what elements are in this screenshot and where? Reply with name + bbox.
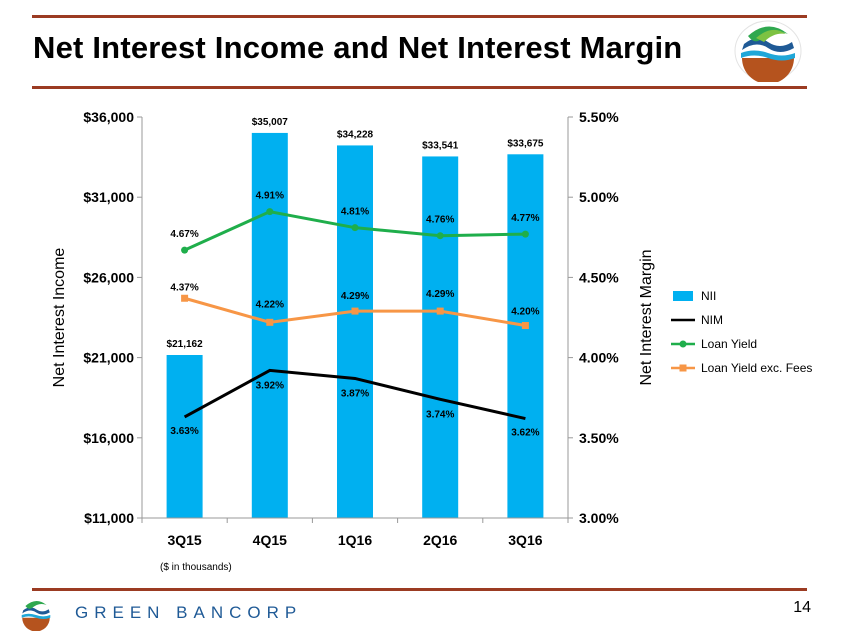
loan-yield-exc-fees-data-label: 4.20% bbox=[511, 307, 539, 318]
nii-data-label: $34,228 bbox=[337, 129, 374, 140]
y-left-axis-title: Net Interest Income bbox=[51, 248, 68, 388]
x-tick-label: 2Q16 bbox=[423, 532, 457, 548]
y-right-tick-label: 5.50% bbox=[579, 109, 619, 125]
loan-yield-point bbox=[436, 232, 444, 240]
green-bancorp-footer-logo-icon bbox=[21, 601, 51, 631]
loan-yield-exc-fees-point bbox=[521, 322, 529, 330]
nii-data-label: $21,162 bbox=[167, 339, 204, 350]
nim-data-label: 3.62% bbox=[511, 428, 539, 439]
loan-yield-point bbox=[266, 208, 274, 216]
legend-marker bbox=[679, 340, 687, 348]
y-right-tick-label: 5.00% bbox=[579, 189, 619, 205]
loan-yield-exc-fees-point bbox=[436, 307, 444, 315]
loan-yield-exc-fees-point bbox=[266, 318, 274, 326]
top-rule bbox=[32, 15, 807, 18]
y-right-axis-title: Net Interest Margin bbox=[638, 249, 655, 385]
loan-yield-point bbox=[351, 224, 359, 232]
loan-yield-data-label: 4.77% bbox=[511, 213, 539, 224]
bottom-rule bbox=[32, 588, 807, 591]
y-right-tick-label: 3.50% bbox=[579, 430, 619, 446]
y-left-tick-label: $31,000 bbox=[83, 189, 134, 205]
x-tick-label: 1Q16 bbox=[338, 532, 372, 548]
y-left-tick-label: $16,000 bbox=[83, 430, 134, 446]
y-right-tick-label: 4.50% bbox=[579, 269, 619, 285]
x-tick-label: 3Q16 bbox=[508, 532, 542, 548]
y-right-tick-label: 3.00% bbox=[579, 510, 619, 526]
nii-data-label: $33,675 bbox=[507, 138, 544, 149]
legend-swatch-nii bbox=[673, 291, 693, 301]
loan-yield-data-label: 4.81% bbox=[341, 207, 369, 218]
footnote: ($ in thousands) bbox=[160, 562, 232, 573]
nii-bar bbox=[422, 156, 459, 518]
loan-yield-exc-fees-data-label: 4.22% bbox=[256, 299, 284, 310]
x-tick-label: 3Q15 bbox=[167, 532, 201, 548]
nim-data-label: 3.63% bbox=[170, 426, 198, 437]
legend-label: Loan Yield bbox=[701, 337, 757, 351]
nim-line bbox=[183, 368, 526, 421]
nim-data-label: 3.74% bbox=[426, 409, 454, 420]
loan-yield-data-label: 4.91% bbox=[256, 191, 284, 202]
y-left-tick-label: $26,000 bbox=[83, 269, 134, 285]
loan-yield-data-label: 4.76% bbox=[426, 215, 454, 226]
loan-yield-data-label: 4.67% bbox=[170, 229, 198, 240]
nii-bar bbox=[337, 145, 373, 518]
nii-bar bbox=[166, 355, 203, 518]
page-number: 14 bbox=[793, 599, 811, 616]
title-rule bbox=[32, 86, 807, 89]
nim-data-label: 3.92% bbox=[256, 380, 284, 391]
footer-brand-name: GREEN BANCORP bbox=[75, 603, 303, 622]
loan-yield-exc-fees-data-label: 4.37% bbox=[170, 282, 198, 293]
loan-yield-exc-fees-data-label: 4.29% bbox=[426, 289, 454, 300]
loan-yield-exc-fees-point bbox=[181, 294, 189, 302]
y-left-tick-label: $21,000 bbox=[83, 350, 134, 366]
nii-bar bbox=[507, 154, 544, 518]
legend-label: NII bbox=[701, 289, 716, 303]
y-left-tick-label: $36,000 bbox=[83, 109, 134, 125]
nim-data-label: 3.87% bbox=[341, 388, 369, 399]
loan-yield-exc-fees-point bbox=[351, 307, 359, 315]
legend-label: Loan Yield exc. Fees bbox=[701, 361, 812, 375]
y-right-tick-label: 4.00% bbox=[579, 350, 619, 366]
green-bancorp-logo-icon bbox=[734, 20, 802, 82]
y-left-tick-label: $11,000 bbox=[84, 510, 134, 526]
loan-yield-point bbox=[181, 246, 189, 254]
x-tick-label: 4Q15 bbox=[253, 532, 287, 548]
legend-label: NIM bbox=[701, 313, 723, 327]
loan-yield-point bbox=[521, 230, 529, 238]
nii-data-label: $35,007 bbox=[252, 117, 289, 128]
page-title: Net Interest Income and Net Interest Mar… bbox=[33, 30, 683, 65]
nii-data-label: $33,541 bbox=[422, 140, 459, 151]
loan-yield-exc-fees-data-label: 4.29% bbox=[341, 291, 369, 302]
legend-marker bbox=[679, 364, 687, 372]
